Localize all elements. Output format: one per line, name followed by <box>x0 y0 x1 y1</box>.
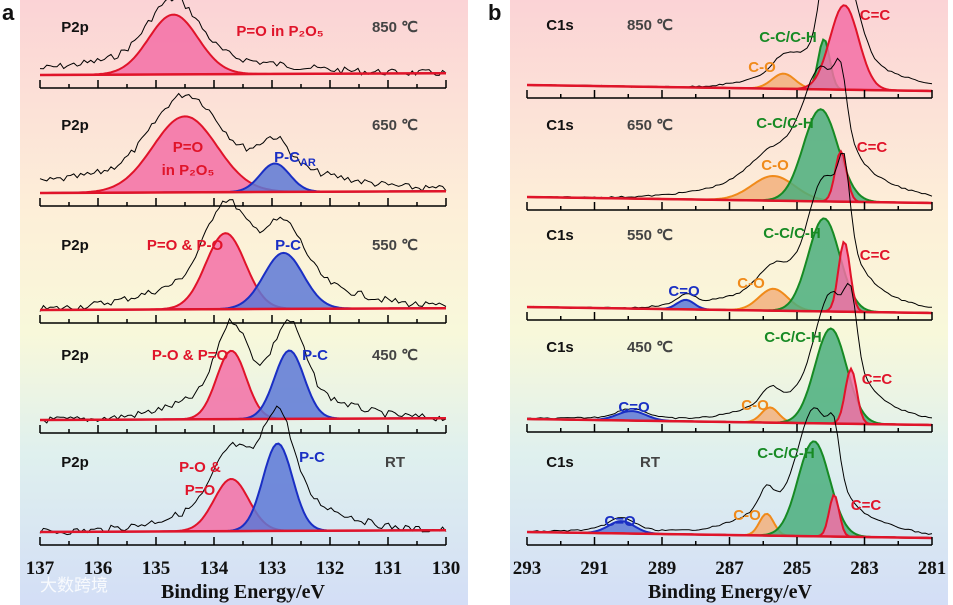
spectrum-a-3: P2p 450 ℃ P-O & P=O P-C <box>39 317 447 434</box>
peak-label: C-O <box>741 397 769 414</box>
x-tick-label: 130 <box>432 558 461 579</box>
spectrum-b-1: C1s 650 ℃ C-O C-C/C-H C=C <box>526 57 933 211</box>
peak-label: P=O <box>185 482 216 499</box>
background-line <box>39 71 447 77</box>
x-tick-label: 287 <box>715 558 744 579</box>
temperature-label: 650 ℃ <box>372 117 418 134</box>
peak-label: P=O <box>173 139 204 156</box>
panel-b-background <box>510 0 948 605</box>
background-line <box>39 306 447 312</box>
peak-label: P-O & P=O <box>152 347 229 364</box>
panel-a-letter: a <box>2 0 15 25</box>
temperature-label: 650 ℃ <box>627 117 673 134</box>
raw-spectrum-line <box>39 199 447 312</box>
temperature-label: 450 ℃ <box>627 339 673 356</box>
x-tick-label: 281 <box>918 558 947 579</box>
spectrum-b-2: C1s 550 ℃ C=O C-O C-C/C-H C=C <box>526 152 933 321</box>
peak-label: C=O <box>668 283 700 300</box>
x-tick-label: 135 <box>142 558 171 579</box>
peak-label: in P₂O₅ <box>162 162 215 179</box>
temperature-label: 550 ℃ <box>372 237 418 254</box>
spectrum-b-3: C1s 450 ℃ C=O C-O C-C/C-H C=C <box>526 282 933 433</box>
x-tick-label: 133 <box>258 558 287 579</box>
temperature-label: 850 ℃ <box>627 17 673 34</box>
peak-label: P-C <box>302 347 328 364</box>
core-level-label: P2p <box>61 237 89 254</box>
peak-label-subscript: AR <box>300 157 316 169</box>
peak-label: C=C <box>857 139 888 156</box>
peak-label: P=O in P₂O₅ <box>236 23 323 40</box>
spectrum-a-0: P2p 850 ℃ P=O in P₂O₅ <box>39 0 447 89</box>
core-level-label: C1s <box>546 227 574 244</box>
core-level-label: C1s <box>546 454 574 471</box>
temperature-label: RT <box>385 454 405 471</box>
core-level-label: P2p <box>61 347 89 364</box>
watermark-logo: 大数跨境 <box>40 576 108 596</box>
spectrum-b-4: 293 291 289 287 285 283 281 C1s RT C=O C-O C-C/C-H C… <box>513 407 947 579</box>
x-tick-label: 285 <box>783 558 812 579</box>
peak-label: C=C <box>862 371 893 388</box>
peak-label: C-O <box>761 157 789 174</box>
core-level-label: P2p <box>61 454 89 471</box>
x-tick-label: 289 <box>648 558 677 579</box>
raw-spectrum-line <box>39 0 447 76</box>
x-tick-label: 293 <box>513 558 542 579</box>
peak-label: P-C <box>275 237 301 254</box>
core-level-label: P2p <box>61 117 89 134</box>
peak-label: P=O & P-O <box>147 237 224 254</box>
core-level-label: C1s <box>546 17 574 34</box>
peak-label: C-O <box>737 275 765 292</box>
panel-a-xlabel: Binding Energy/eV <box>161 581 325 603</box>
x-tick-label: 136 <box>84 558 113 579</box>
x-tick-label: 131 <box>374 558 403 579</box>
spectrum-b-0: C1s 850 ℃ C-O C-C/C-H C=C <box>526 0 933 99</box>
peak-label: P-C <box>299 449 325 466</box>
background-line <box>39 189 447 195</box>
peak-label: C-C/C-H <box>759 29 817 46</box>
peak-label: C=C <box>860 247 891 264</box>
x-tick-label: 134 <box>200 558 229 579</box>
peak-label: C-C/C-H <box>763 225 821 242</box>
temperature-label: 850 ℃ <box>372 19 418 36</box>
core-level-label: C1s <box>546 339 574 356</box>
peak-label: C-C/C-H <box>756 115 814 132</box>
raw-spectrum-line <box>526 282 933 420</box>
peak-label: C=C <box>860 7 891 24</box>
peak-label: C-C/C-H <box>757 445 815 462</box>
raw-spectrum-line <box>39 92 447 192</box>
background-line <box>39 416 447 422</box>
peak-label: C-C/C-H <box>764 329 822 346</box>
spectrum-a-4: 137 136 135 134 133 132 131 130 P2p RT P-O & P=O P-C <box>26 405 461 579</box>
peak-label: C=O <box>618 399 650 416</box>
peak-label: C=C <box>851 497 882 514</box>
core-level-label: P2p <box>61 19 89 36</box>
spectrum-a-2: P2p 550 ℃ P=O & P-O P-C <box>39 199 447 324</box>
x-tick-label: 137 <box>26 558 55 579</box>
peak-label: C-O <box>748 59 776 76</box>
panel-b-xlabel: Binding Energy/eV <box>648 581 812 603</box>
peak-label: C-O <box>733 507 761 524</box>
raw-spectrum-line <box>526 407 933 535</box>
x-tick-label: 132 <box>316 558 345 579</box>
temperature-label: RT <box>640 454 660 471</box>
core-level-label: C1s <box>546 117 574 134</box>
x-tick-label: 283 <box>850 558 879 579</box>
temperature-label: 450 ℃ <box>372 347 418 364</box>
x-tick-label: 291 <box>580 558 609 579</box>
peak-label: C=O <box>604 513 636 530</box>
peak-label: P-O & <box>179 459 221 476</box>
background-line <box>39 528 447 534</box>
temperature-label: 550 ℃ <box>627 227 673 244</box>
panel-b-letter: b <box>488 0 501 25</box>
